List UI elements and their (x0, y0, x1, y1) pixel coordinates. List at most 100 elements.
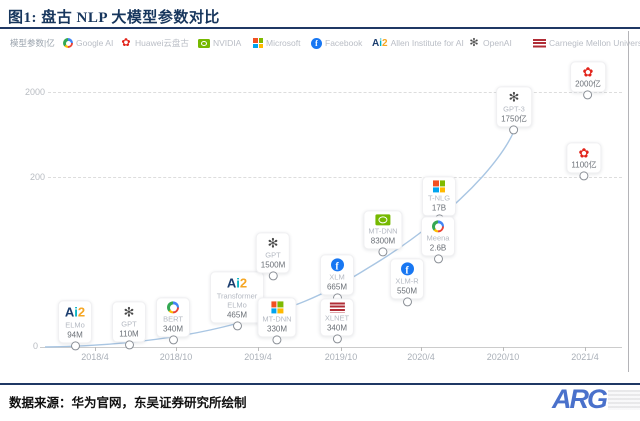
legend-label: NVIDIA (213, 38, 242, 48)
gridline-200 (48, 177, 622, 178)
facebook-icon (311, 37, 322, 49)
data-point-gpt2[interactable]: GPT 1500M (255, 232, 291, 280)
x-tick-mark (503, 347, 504, 351)
legend-label: Google AI (76, 38, 114, 48)
watermark-blur-block (608, 389, 640, 410)
model-value: 94M (67, 330, 83, 340)
cmu-icon (329, 302, 345, 313)
model-value: 17B (431, 203, 447, 213)
point-marker (332, 334, 342, 343)
point-marker (168, 335, 178, 344)
x-tick-mark (95, 347, 96, 351)
nvidia-icon (198, 38, 210, 48)
top-rule (0, 27, 640, 29)
legend-label: OpenAI (483, 38, 512, 48)
data-point-mtdnn[interactable]: MT-DNN 330M (257, 297, 297, 344)
data-point-xlmr[interactable]: XLM-R 550M (390, 258, 424, 306)
model-value: 2000亿 (575, 79, 601, 89)
y-tick-200: 200 (29, 172, 45, 182)
huawei-icon (120, 37, 132, 49)
x-tick-mark (258, 347, 259, 351)
data-point-mtdnn-nvidia[interactable]: MT-DNN 8300M (363, 210, 403, 256)
data-point-gpt3[interactable]: GPT-3 1750亿 (496, 86, 532, 134)
data-point-xlm[interactable]: XLM 665M (320, 254, 354, 302)
point-marker (268, 271, 278, 280)
model-name: GPT-3 (503, 104, 525, 114)
point-marker (402, 297, 412, 306)
y-tick-2000: 2000 (24, 87, 45, 97)
point-marker (272, 335, 282, 344)
data-point-transformer-elmo[interactable]: Ai2 Transformer ELMo 465M (210, 271, 264, 330)
model-value: 465M (226, 310, 247, 320)
point-marker (124, 340, 134, 349)
legend-item-huawei[interactable]: Huawei云盘古 (120, 36, 189, 50)
microsoft-icon (253, 38, 263, 48)
point-marker (509, 125, 519, 134)
x-tick-mark (585, 347, 586, 351)
facebook-icon (400, 262, 414, 276)
legend-item-microsoft[interactable]: Microsoft (253, 36, 300, 50)
legend-item-nvidia[interactable]: NVIDIA (198, 36, 241, 50)
model-name: Meena (426, 233, 450, 243)
legend-label: Allen Institute for AI (390, 38, 464, 48)
point-marker (70, 341, 80, 350)
facebook-icon (330, 258, 344, 272)
x-tick-label: 2019/10 (324, 352, 358, 362)
ai2-icon: Ai2 (226, 275, 248, 291)
point-marker (579, 171, 589, 180)
data-point-pangu-1100[interactable]: 1100亿 (566, 142, 602, 180)
data-point-xlnet[interactable]: XLNET 340M (319, 298, 355, 343)
x-tick-label: 2020/4 (407, 352, 435, 362)
legend-item-openai[interactable]: OpenAI (468, 36, 512, 50)
data-point-gpt[interactable]: GPT 110M (112, 301, 146, 349)
data-point-elmo[interactable]: Ai2 ELMo 94M (58, 300, 92, 350)
data-point-bert[interactable]: BERT 340M (156, 297, 190, 344)
legend-label: Carnegie Mellon University (549, 38, 640, 48)
data-source-note: 数据来源：华为官网，东吴证券研究所绘制 (9, 396, 247, 410)
legend-label: Facebook (325, 38, 363, 48)
huawei-icon (581, 65, 595, 78)
openai-icon (507, 90, 521, 103)
google-icon (432, 220, 444, 233)
legend-item-facebook[interactable]: Facebook (311, 36, 362, 50)
watermark-text: ARG (552, 384, 608, 414)
nvidia-icon (375, 214, 391, 226)
legend-item-google[interactable]: Google AI (63, 36, 113, 50)
x-tick-label: 2018/4 (81, 352, 109, 362)
model-name: Transformer ELMo (216, 291, 258, 310)
point-marker (583, 90, 593, 99)
model-value: 340M (162, 324, 183, 334)
point-marker (433, 254, 443, 263)
cmu-icon (533, 38, 546, 48)
legend-label: Microsoft (266, 38, 301, 48)
x-tick-label: 2021/4 (571, 352, 599, 362)
model-value: 2.6B (429, 243, 447, 253)
model-name: XLNET (324, 313, 350, 323)
legend-item-ai2[interactable]: Ai2 Allen Institute for AI (372, 36, 464, 50)
bottom-rule (0, 383, 640, 385)
legend-item-cmu[interactable]: Carnegie Mellon University (533, 36, 640, 50)
model-value: 665M (326, 282, 347, 292)
model-value: 110M (119, 329, 139, 339)
watermark: ARG (552, 386, 640, 413)
google-icon (167, 301, 179, 314)
model-value: 1100亿 (571, 160, 597, 170)
chart-right-border (628, 31, 629, 372)
google-icon (63, 38, 73, 48)
model-name: BERT (163, 314, 183, 324)
model-value: 1750亿 (501, 114, 527, 124)
microsoft-icon (433, 180, 445, 193)
model-value: 8300M (370, 236, 396, 246)
data-point-meena[interactable]: Meena 2.6B (421, 216, 455, 263)
model-value: 1500M (260, 260, 286, 270)
point-marker (232, 321, 242, 330)
ai2-icon: Ai2 (64, 304, 86, 320)
data-point-pangu-2000[interactable]: 2000亿 (570, 61, 606, 99)
model-name: XLM (329, 272, 345, 282)
y-axis-unit-label: 模型参数|亿 (10, 38, 55, 48)
x-tick-label: 2020/10 (486, 352, 520, 362)
legend-label: Huawei云盘古 (135, 38, 189, 48)
x-tick-label: 2019/4 (244, 352, 272, 362)
model-name: MT-DNN (262, 314, 292, 324)
